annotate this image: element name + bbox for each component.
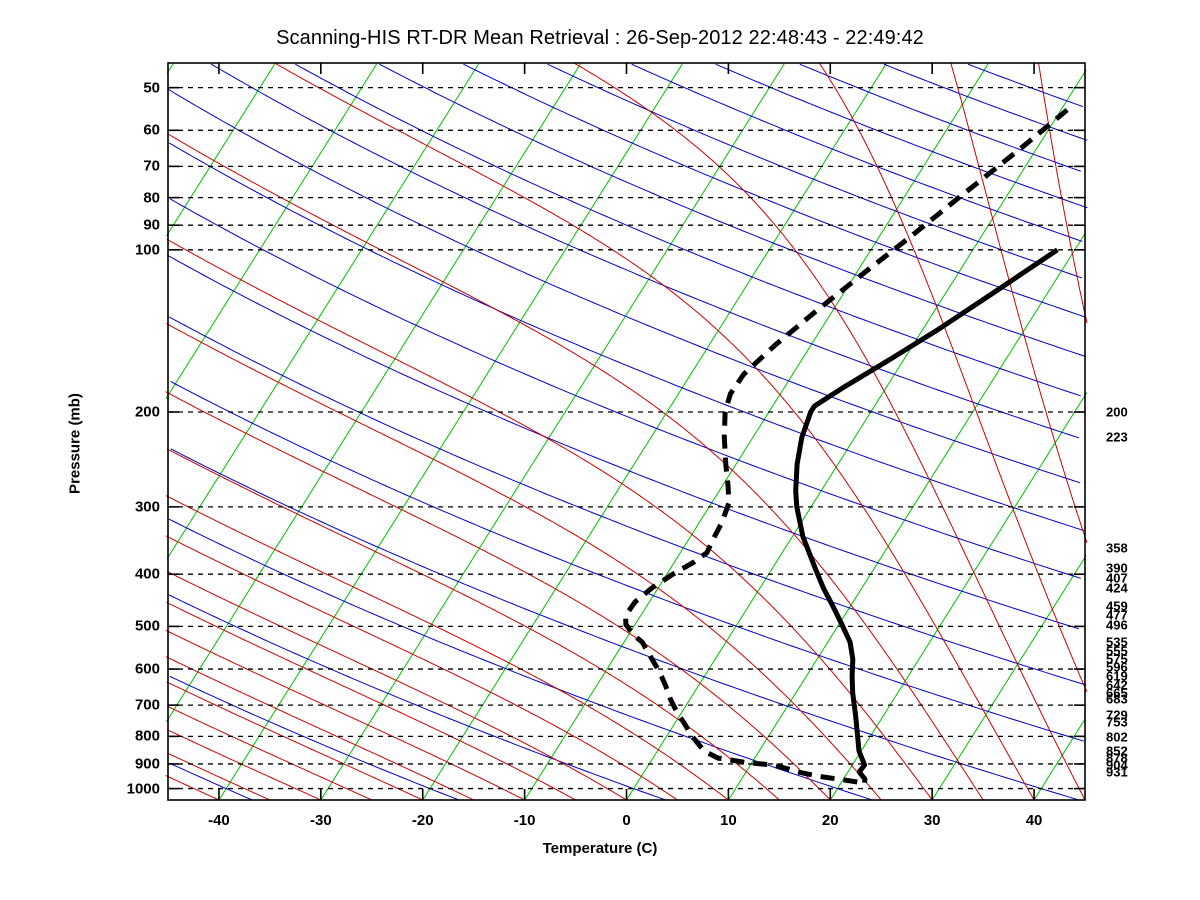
- pressure-tick-1000: 1000: [126, 780, 160, 798]
- retrieval-level-496: 496: [1106, 617, 1128, 633]
- pressure-tick-200: 200: [134, 403, 160, 421]
- retrieval-level-665: 665: [1106, 685, 1128, 701]
- temperature-tick-0: 0: [622, 812, 631, 829]
- pressure-tick-800: 800: [134, 727, 160, 745]
- pressure-tick-100: 100: [134, 241, 160, 259]
- temperature-tick--30: -30: [309, 812, 332, 829]
- pressure-tick-70: 70: [143, 157, 160, 175]
- retrieval-level-424: 424: [1106, 580, 1128, 596]
- temperature-tick-20: 20: [821, 812, 839, 829]
- isobar-lines: [168, 87, 1085, 790]
- retrieval-level-596: 596: [1106, 659, 1128, 675]
- pressure-tick-700: 700: [134, 696, 160, 714]
- retrieval-level-802: 802: [1106, 729, 1128, 745]
- retrieval-level-642: 642: [1106, 677, 1128, 693]
- retrieval-level-683: 683: [1106, 691, 1128, 707]
- pressure-tick-400: 400: [134, 565, 160, 583]
- pressure-tick-90: 90: [143, 216, 160, 234]
- pressure-tick-80: 80: [143, 189, 160, 207]
- retrieval-level-390: 390: [1106, 560, 1128, 576]
- temperature-tick-30: 30: [923, 812, 941, 829]
- pressure-tick-900: 900: [134, 755, 160, 773]
- retrieval-level-931: 931: [1106, 764, 1128, 780]
- temperature-tick--10: -10: [513, 812, 536, 829]
- pressure-tick-600: 600: [134, 660, 160, 678]
- moist-adiabat-lines: [165, 62, 1088, 801]
- pressure-tick-50: 50: [143, 79, 160, 97]
- chart-title: Scanning-HIS RT-DR Mean Retrieval : 26-S…: [276, 27, 924, 49]
- retrieval-level-575: 575: [1106, 651, 1128, 667]
- retrieval-level-358: 358: [1106, 540, 1128, 556]
- temperature-tick--40: -40: [208, 812, 230, 829]
- retrieval-level-535: 535: [1106, 634, 1128, 650]
- retrieval-level-223: 223: [1106, 429, 1128, 445]
- retrieval-level-729: 729: [1106, 707, 1128, 723]
- retrieval-level-753: 753: [1106, 714, 1128, 730]
- retrieval-level-555: 555: [1106, 643, 1128, 659]
- retrieval-level-904: 904: [1106, 757, 1128, 773]
- x-axis-label: Temperature (C): [542, 840, 658, 857]
- pressure-tick-60: 60: [143, 121, 160, 139]
- profile-curves: [623, 108, 1069, 786]
- plot-frame: [167, 62, 1086, 801]
- retrieval-level-200: 200: [1106, 404, 1128, 420]
- temperature-tick-10: 10: [720, 812, 737, 829]
- retrieval-level-619: 619: [1106, 668, 1128, 684]
- temperature-tick-40: 40: [1025, 812, 1043, 829]
- retrieval-level-459: 459: [1106, 598, 1128, 614]
- dry-adiabat-lines: [167, 63, 1088, 801]
- retrieval-level-477: 477: [1106, 607, 1128, 623]
- pressure-tick-500: 500: [134, 617, 160, 635]
- temperature-tick--20: -20: [411, 812, 434, 829]
- retrieval-level-878: 878: [1106, 750, 1128, 766]
- pressure-tick-300: 300: [134, 498, 160, 516]
- axis-ticks: [168, 63, 1085, 800]
- retrieval-level-407: 407: [1106, 570, 1128, 586]
- isotherm-lines: [165, 63, 1088, 801]
- retrieval-level-852: 852: [1106, 743, 1128, 759]
